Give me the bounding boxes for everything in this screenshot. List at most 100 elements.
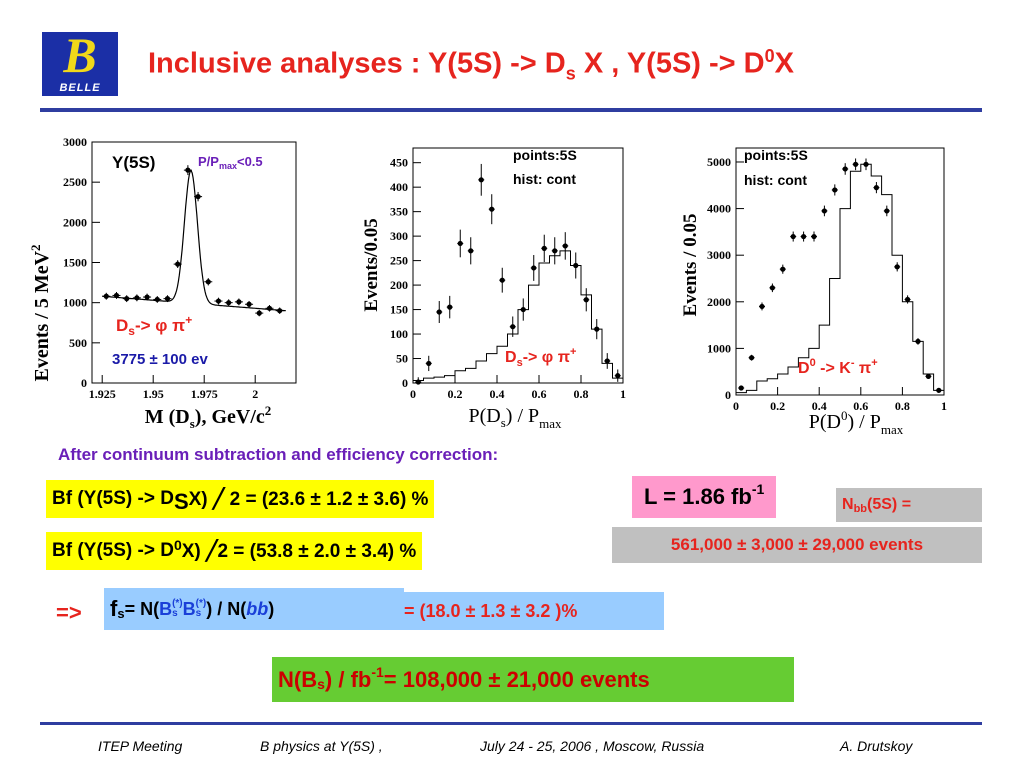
y-tick-label: 5000 — [707, 155, 731, 169]
y-tick-label: 3000 — [63, 135, 87, 149]
data-point — [499, 277, 505, 283]
x-tick-label: 0.4 — [490, 387, 505, 401]
data-point — [583, 297, 589, 303]
data-point — [573, 262, 579, 269]
results-heading: After continuum subtraction and efficien… — [58, 445, 499, 464]
data-point — [415, 379, 421, 385]
nbb-text: N — [842, 496, 854, 513]
x-tick-label: 0.2 — [448, 387, 463, 401]
y-tick-label: 150 — [390, 303, 408, 317]
data-point — [552, 248, 558, 254]
lumi-text: L = 1.86 fb — [644, 484, 752, 509]
fs-text: ) — [268, 598, 275, 619]
plot-label: Y(5S) — [112, 153, 155, 172]
data-point — [832, 187, 838, 193]
x-tick-label: 0.6 — [532, 387, 547, 401]
data-point — [842, 166, 848, 172]
data-point — [124, 296, 130, 302]
lumi-sup: -1 — [751, 481, 765, 497]
continuum-histogram — [412, 250, 624, 383]
data-point — [541, 245, 547, 251]
legend-points: points:5S — [744, 147, 808, 163]
fs-sup: (*) — [195, 598, 207, 609]
data-point — [478, 177, 484, 183]
data-point — [113, 292, 120, 299]
yield-label: 3775 ± 100 ev — [112, 351, 208, 368]
bf-sub: S — [173, 489, 189, 514]
footer-date: July 24 - 25, 2006 , Moscow, Russia — [480, 738, 705, 754]
y-axis-title: Events / 0.05 — [680, 214, 701, 317]
y-tick-label: 0 — [725, 388, 731, 402]
x-tick-label: 0 — [733, 399, 739, 413]
y-tick-label: 350 — [390, 205, 408, 219]
data-point — [562, 243, 568, 249]
data-point — [520, 306, 526, 313]
plot-frame — [91, 141, 297, 384]
logo-letter: B — [63, 27, 97, 83]
x-axis-title: P(D0) / Pmax — [809, 408, 904, 437]
bf-text: X) ╱ 2 = (23.6 ± 1.2 ± 3.6) % — [188, 488, 429, 510]
y-tick-label: 50 — [396, 352, 408, 366]
result-arrow: => — [56, 600, 82, 625]
data-point — [594, 326, 600, 332]
data-point — [531, 265, 537, 271]
y-tick-label: 100 — [390, 327, 408, 341]
title-part: X , Y(5S) -> D — [575, 47, 765, 80]
data-point — [925, 373, 931, 379]
data-point — [801, 233, 807, 240]
y-tick-label: 2000 — [63, 215, 87, 229]
footer-author: A. Drutskoy — [840, 738, 913, 754]
lumi-box: L = 1.86 fb -1 — [632, 476, 777, 518]
title-part: X — [774, 47, 794, 80]
data-point — [604, 358, 610, 364]
data-point — [863, 161, 869, 167]
y-tick-label: 500 — [69, 336, 87, 350]
y-tick-label: 4000 — [707, 202, 731, 216]
y-tick-label: 0 — [402, 376, 408, 390]
plot-ds-momentum: 0 50 100 150 200 250 300 350 400 450 0 0.2 0.4 0.6 0.8… — [361, 147, 626, 431]
data-point — [936, 387, 942, 393]
nbs-text: N(B — [278, 666, 318, 692]
data-point — [468, 248, 474, 254]
y-tick-label: 1000 — [707, 341, 731, 355]
x-tick-label: 1.95 — [143, 387, 164, 401]
y-tick-label: 300 — [390, 229, 408, 243]
data-point — [215, 298, 222, 304]
fs-bs: B — [182, 598, 196, 619]
data-point — [236, 299, 242, 305]
data-point — [103, 293, 109, 299]
footer-meeting: ITEP Meeting — [98, 738, 183, 754]
fs-value-box: = (18.0 ± 1.3 ± 3.2 )% — [398, 592, 664, 630]
belle-logo: B BELLE — [42, 27, 118, 96]
data-point — [266, 305, 273, 311]
plot-frame — [735, 147, 945, 396]
fs-sub: s — [172, 608, 178, 619]
data-point — [884, 208, 890, 214]
title-sup: 0 — [764, 46, 775, 66]
slide-title: Inclusive analyses : Y(5S) -> Ds X , Y(5… — [148, 46, 794, 84]
fs-sup: (*) — [172, 598, 183, 609]
data-point — [905, 296, 911, 303]
data-point — [185, 167, 191, 173]
fs-sub: s — [117, 605, 125, 621]
legend-points: points:5S — [513, 147, 577, 163]
x-tick-label: 0.8 — [895, 399, 910, 413]
nbb-text: (5S) = — [867, 496, 912, 513]
data-point — [457, 240, 463, 247]
y-tick-label: 1500 — [63, 256, 87, 270]
y-tick-label: 0 — [81, 376, 87, 390]
data-point — [853, 161, 859, 167]
data-point — [277, 308, 283, 314]
y-tick-label: 2500 — [63, 175, 87, 189]
bf-text: X) ╱2 = (53.8 ± 2.0 ± 3.4) % — [181, 540, 417, 562]
nbs-text: = 108,000 ± 21,000 events — [383, 666, 650, 692]
fs-text: = N( — [124, 598, 160, 619]
fs-sub: s — [195, 608, 202, 619]
data-point — [873, 185, 879, 191]
decay-label: Ds-> φ π+ — [116, 313, 192, 338]
y-tick-label: 250 — [390, 254, 408, 268]
